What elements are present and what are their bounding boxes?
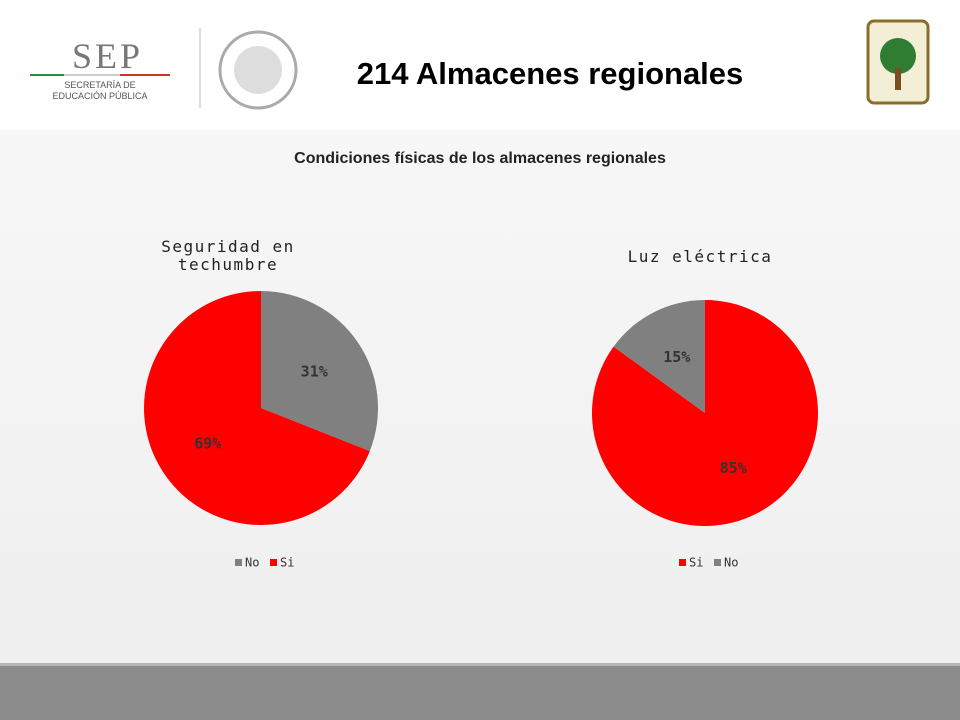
- legend-swatch: [714, 559, 721, 566]
- seal: [218, 30, 298, 110]
- legend-label: No: [245, 556, 259, 570]
- legend-label: No: [724, 556, 738, 570]
- pie-slice: [261, 291, 379, 452]
- data-label: 69%: [194, 435, 221, 453]
- data-label: 85%: [720, 459, 747, 477]
- emblem-tree: [880, 38, 916, 74]
- legend-swatch: [270, 559, 277, 566]
- slide-title: 214 Almacenes regionales: [356, 56, 744, 91]
- logo-subtext: SECRETARÍA DE: [64, 80, 135, 90]
- logos: SEP SECRETARÍA DE EDUCACIÓN PÚBLICA: [30, 28, 298, 110]
- legend-swatch: [235, 559, 242, 566]
- chart-title: Luz eléctrica: [627, 247, 773, 266]
- logo-text: SEP: [72, 36, 143, 76]
- emblem-trunk: [895, 68, 901, 90]
- chart-subtitle: Condiciones físicas de los almacenes reg…: [294, 150, 666, 167]
- footer-band: [0, 663, 960, 720]
- pie-slice: [144, 291, 370, 525]
- legend-label: Si: [689, 556, 703, 570]
- data-label: 15%: [663, 348, 690, 366]
- logo-subtext: EDUCACIÓN PÚBLICA: [52, 91, 147, 101]
- chart-title: Seguridad en techumbre: [161, 237, 295, 274]
- data-label: 31%: [301, 362, 328, 380]
- right-logo: [866, 19, 930, 105]
- legend-swatch: [679, 559, 686, 566]
- legend-label: Si: [280, 556, 294, 570]
- pie-slice: [613, 300, 705, 413]
- seal: [234, 46, 282, 94]
